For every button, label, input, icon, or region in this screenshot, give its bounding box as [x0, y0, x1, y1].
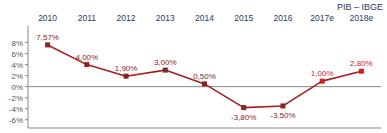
y-tick — [25, 64, 28, 65]
y-tick-label: -4% — [9, 105, 23, 114]
chart: PIB – IBGE 2010 2011 2012 2013 2014 2015 2016 20… — [0, 0, 387, 133]
y-tick — [25, 42, 28, 43]
y-tick — [25, 86, 28, 87]
x-tick-label: 2018e — [350, 13, 374, 23]
data-label: -3,50% — [270, 111, 295, 120]
y-tick-label: 0% — [11, 83, 23, 92]
plot-area — [45, 42, 364, 110]
y-tick — [25, 108, 28, 109]
y-tick-label: 4% — [11, 61, 23, 70]
data-label: 2,80% — [350, 59, 373, 68]
y-tick — [25, 53, 28, 54]
data-label: 3,00% — [154, 58, 177, 67]
marker — [320, 79, 325, 84]
y-axis — [28, 26, 29, 128]
x-tick-label: 2010 — [38, 13, 57, 23]
data-label: -3,80% — [231, 113, 256, 122]
data-label: 4,00% — [75, 53, 98, 62]
y-tick-label: 8% — [11, 39, 23, 48]
data-label: 1,90% — [115, 64, 138, 73]
y-tick-label: -6% — [9, 116, 23, 125]
x-axis — [28, 128, 381, 129]
marker — [202, 81, 207, 86]
y-tick — [25, 75, 28, 76]
x-tick-label: 2015 — [234, 13, 253, 23]
data-label: 1,00% — [311, 69, 334, 78]
x-tick-label: 2017e — [310, 13, 334, 23]
marker — [241, 105, 246, 110]
marker — [163, 68, 168, 73]
x-tick-label: 2014 — [195, 13, 214, 23]
marker — [280, 103, 285, 108]
x-tick-label: 2016 — [273, 13, 292, 23]
x-tick-label: 2013 — [156, 13, 175, 23]
data-label: 7,57% — [36, 33, 59, 42]
y-tick-label: 6% — [11, 50, 23, 59]
marker — [45, 42, 50, 47]
title: PIB – IBGE — [337, 2, 383, 12]
x-tick-label: 2011 — [78, 13, 97, 23]
marker — [84, 62, 89, 67]
x-tick-label: 2012 — [117, 13, 136, 23]
y-tick — [25, 97, 28, 98]
line — [48, 45, 362, 108]
y-tick-label: 2% — [11, 72, 23, 81]
data-label: 0,50% — [193, 72, 216, 81]
marker — [124, 74, 129, 79]
y-tick — [25, 119, 28, 120]
y-tick-label: -2% — [9, 94, 23, 103]
marker — [359, 69, 364, 74]
